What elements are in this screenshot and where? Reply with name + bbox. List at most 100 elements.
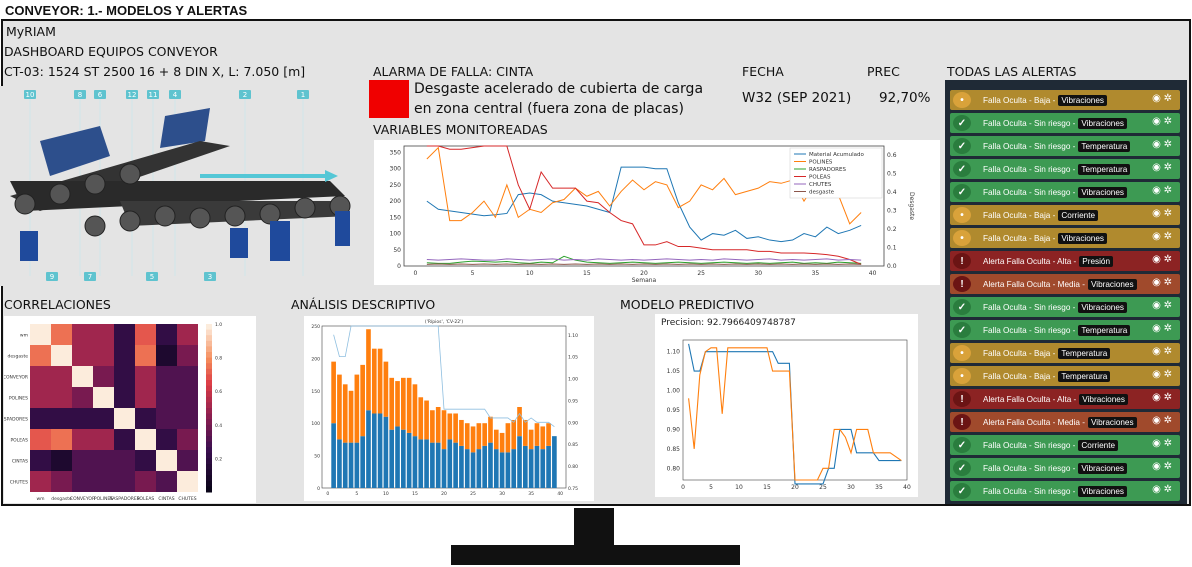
alert-label: Alerta Falla Oculta - Alta - Vibraciones	[983, 393, 1128, 405]
alert-item[interactable]: ! Alerta Falla Oculta - Media - Vibracione…	[950, 274, 1180, 294]
heatmap-cell	[156, 429, 177, 450]
alert-item[interactable]: ! Alerta Falla Oculta - Media - Vibracione…	[950, 412, 1180, 432]
alert-item[interactable]: ✓ Falla Oculta - Sin riesgo - Vibraciones ◉…	[950, 182, 1180, 202]
eye-icon[interactable]: ◉	[1152, 116, 1164, 127]
gear-icon[interactable]: ✲	[1163, 277, 1172, 288]
gear-icon[interactable]: ✲	[1163, 231, 1172, 242]
heatmap-cell	[30, 345, 51, 366]
bar-base	[517, 436, 522, 488]
alert-item[interactable]: ✓ Falla Oculta - Sin riesgo - Vibraciones ◉…	[950, 297, 1180, 317]
eye-icon[interactable]: ◉	[1152, 323, 1164, 334]
series-line	[426, 166, 862, 243]
gear-icon[interactable]: ✲	[1163, 300, 1172, 311]
eye-icon[interactable]: ◉	[1152, 231, 1164, 242]
eye-icon[interactable]: ◉	[1152, 415, 1164, 426]
alert-label: Falla Oculta - Sin riesgo - Temperatura	[983, 324, 1131, 336]
bar-base	[488, 442, 493, 488]
colorbar-step	[206, 329, 212, 336]
eye-icon[interactable]: ◉	[1152, 438, 1164, 449]
bar-stack	[342, 384, 348, 443]
eye-icon[interactable]: ◉	[1152, 461, 1164, 472]
gear-icon[interactable]: ✲	[1163, 208, 1172, 219]
eye-icon[interactable]: ◉	[1152, 300, 1164, 311]
callout-badge	[146, 272, 158, 281]
alert-item[interactable]: • Falla Oculta - Baja - Vibraciones ◉ ✲	[950, 90, 1180, 110]
series-line	[426, 145, 862, 265]
bar-base	[493, 449, 499, 488]
gear-icon[interactable]: ✲	[1163, 346, 1172, 357]
bar-stack	[459, 419, 464, 446]
heatmap-cell	[135, 366, 156, 387]
alert-item[interactable]: ✓ Falla Oculta - Sin riesgo - Temperatura ◉…	[950, 136, 1180, 156]
eye-icon[interactable]: ◉	[1152, 346, 1164, 357]
alert-variable-tag: Corriente	[1058, 209, 1099, 221]
bar-base	[435, 442, 441, 488]
alert-item[interactable]: • Falla Oculta - Baja - Vibraciones ◉ ✲	[950, 228, 1180, 248]
y-tick-label: 150	[311, 389, 320, 395]
gear-icon[interactable]: ✲	[1163, 392, 1172, 403]
equipment-spec: CT-03: 1524 ST 2500 16 + 8 DIN X, L: 7.0…	[4, 64, 306, 79]
alert-item[interactable]: • Falla Oculta - Baja - Temperatura ◉ ✲	[950, 343, 1180, 363]
alert-item[interactable]: ! Alerta Falla Oculta - Alta - Presión ◉ ✲	[950, 251, 1180, 271]
alert-item[interactable]: ✓ Falla Oculta - Sin riesgo - Vibraciones ◉…	[950, 481, 1180, 501]
y-tick-label: 0	[317, 486, 320, 492]
colorbar-step	[206, 391, 212, 398]
prediction-line	[688, 343, 902, 485]
heatmap-cell	[30, 408, 51, 429]
eye-icon[interactable]: ◉	[1152, 208, 1164, 219]
alert-item[interactable]: ✓ Falla Oculta - Sin riesgo - Temperatura ◉…	[950, 320, 1180, 340]
heatmap-cell	[72, 408, 93, 429]
bar-stack	[371, 348, 377, 414]
monitor-stand-neck	[574, 508, 614, 546]
gear-icon[interactable]: ✲	[1163, 461, 1172, 472]
heatmap-cell	[177, 324, 198, 345]
precision-label: PREC	[867, 64, 900, 79]
alert-item[interactable]: • Falla Oculta - Baja - Temperatura ◉ ✲	[950, 366, 1180, 386]
gear-icon[interactable]: ✲	[1163, 323, 1172, 334]
bar-base	[395, 426, 400, 488]
callout-badge	[147, 90, 159, 99]
heatmap-cell	[177, 408, 198, 429]
alert-item[interactable]: • Falla Oculta - Baja - Corriente ◉ ✲	[950, 205, 1180, 225]
bar-stack	[528, 429, 534, 450]
bar-stack	[406, 377, 412, 433]
col-label: RASPADORES	[109, 496, 139, 502]
alerts-panel: • Falla Oculta - Baja - Vibraciones ◉ ✲ ✓ Fal…	[945, 80, 1187, 504]
eye-icon[interactable]: ◉	[1152, 369, 1164, 380]
monitor-stand-base	[451, 545, 740, 565]
eye-icon[interactable]: ◉	[1152, 392, 1164, 403]
x-tick-label: 15	[763, 484, 771, 491]
gear-icon[interactable]: ✲	[1163, 254, 1172, 265]
eye-icon[interactable]: ◉	[1152, 185, 1164, 196]
alert-item[interactable]: ✓ Falla Oculta - Sin riesgo - Temperatura ◉…	[950, 159, 1180, 179]
gear-icon[interactable]: ✲	[1163, 438, 1172, 449]
alert-item[interactable]: ! Alerta Falla Oculta - Alta - Vibraciones…	[950, 389, 1180, 409]
eye-icon[interactable]: ◉	[1152, 93, 1164, 104]
alert-label: Falla Oculta - Baja - Vibraciones	[983, 232, 1107, 244]
heatmap-cell	[156, 345, 177, 366]
heatmap-cell	[51, 324, 72, 345]
y-tick-label: 150	[390, 214, 402, 221]
callout-badge	[24, 90, 36, 99]
gear-icon[interactable]: ✲	[1163, 415, 1172, 426]
bar-stack	[476, 423, 482, 450]
heatmap-cell	[51, 450, 72, 471]
eye-icon[interactable]: ◉	[1152, 254, 1164, 265]
bar-base	[412, 436, 418, 488]
gear-icon[interactable]: ✲	[1163, 484, 1172, 495]
heatmap-cell	[72, 366, 93, 387]
gear-icon[interactable]: ✲	[1163, 369, 1172, 380]
eye-icon[interactable]: ◉	[1152, 139, 1164, 150]
gear-icon[interactable]: ✲	[1163, 93, 1172, 104]
gear-icon[interactable]: ✲	[1163, 116, 1172, 127]
alert-item[interactable]: ✓ Falla Oculta - Sin riesgo - Corriente ◉ ✲	[950, 435, 1180, 455]
bar-stack	[354, 374, 360, 443]
eye-icon[interactable]: ◉	[1152, 277, 1164, 288]
alert-item[interactable]: ✓ Falla Oculta - Sin riesgo - Vibraciones ◉…	[950, 458, 1180, 478]
gear-icon[interactable]: ✲	[1163, 139, 1172, 150]
gear-icon[interactable]: ✲	[1163, 162, 1172, 173]
alert-item[interactable]: ✓ Falla Oculta - Sin riesgo - Vibraciones ◉…	[950, 113, 1180, 133]
eye-icon[interactable]: ◉	[1152, 484, 1164, 495]
eye-icon[interactable]: ◉	[1152, 162, 1164, 173]
gear-icon[interactable]: ✲	[1163, 185, 1172, 196]
